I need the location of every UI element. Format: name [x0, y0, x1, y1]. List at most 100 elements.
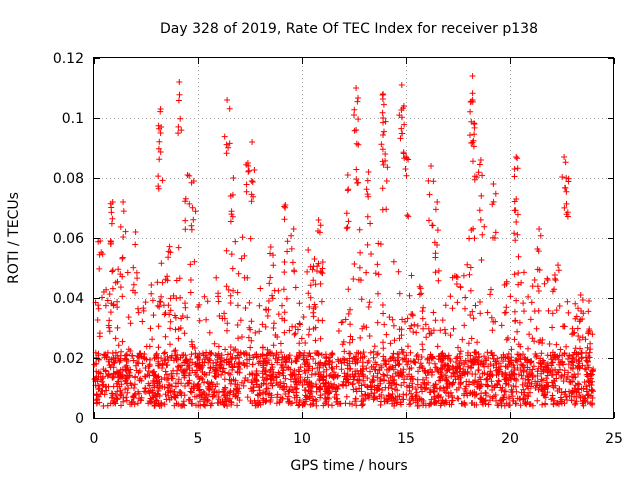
data-point [137, 350, 144, 357]
data-point [281, 203, 288, 210]
data-point [289, 323, 296, 330]
data-point [484, 349, 491, 356]
data-point [172, 314, 179, 321]
data-point [264, 313, 271, 319]
data-point [284, 248, 291, 255]
data-point [255, 392, 262, 399]
data-point [485, 401, 492, 408]
data-point [164, 385, 171, 391]
data-point [114, 378, 121, 385]
data-point [173, 356, 180, 363]
data-point [426, 191, 433, 198]
data-point [194, 383, 201, 390]
data-point [463, 383, 470, 390]
data-point [196, 386, 203, 393]
data-point [320, 380, 327, 387]
data-point [456, 362, 463, 369]
data-point [467, 264, 474, 271]
data-point [295, 326, 301, 333]
data-point [347, 306, 353, 313]
data-point [559, 359, 566, 366]
data-point [291, 268, 298, 275]
data-point [99, 294, 105, 301]
data-point [279, 302, 285, 309]
data-point [511, 375, 518, 382]
data-point [274, 391, 281, 398]
data-point [345, 218, 352, 225]
data-point [292, 330, 299, 337]
data-point [524, 364, 531, 371]
data-point [394, 351, 401, 358]
data-point [175, 335, 182, 342]
data-point [513, 154, 520, 160]
data-point [489, 372, 496, 379]
data-point [517, 402, 524, 409]
data-point [431, 384, 438, 391]
data-point [158, 124, 165, 130]
data-point [539, 336, 546, 343]
data-point [157, 149, 164, 155]
data-point [261, 368, 268, 375]
data-point [466, 235, 473, 242]
data-point [574, 386, 581, 393]
data-point [570, 330, 577, 337]
data-point [229, 363, 236, 370]
data-point [479, 370, 486, 377]
data-point [353, 349, 360, 356]
data-point [93, 360, 100, 367]
x-axis-ticks: 0 5 10 15 20 25 [90, 58, 623, 447]
data-point [269, 295, 276, 302]
data-point [453, 281, 460, 287]
data-point [143, 343, 150, 350]
data-point [488, 286, 494, 293]
data-point [149, 394, 156, 401]
data-point [294, 381, 300, 388]
data-point [374, 374, 381, 381]
data-point [203, 349, 210, 356]
data-point [334, 401, 341, 408]
data-point [187, 388, 194, 395]
data-point [304, 393, 310, 400]
data-point [410, 329, 417, 335]
data-point [511, 166, 518, 172]
data-point [93, 368, 100, 375]
data-point [572, 374, 579, 381]
data-point [95, 238, 102, 245]
data-point [383, 361, 390, 368]
data-point [103, 387, 110, 394]
data-point [353, 127, 360, 133]
data-point [418, 354, 425, 360]
data-point [166, 243, 173, 250]
data-point [267, 274, 274, 281]
data-point [296, 300, 303, 307]
data-point [248, 191, 255, 198]
data-point [312, 324, 319, 331]
data-point [182, 383, 188, 389]
data-point [525, 385, 532, 392]
data-point [528, 358, 535, 365]
data-point [534, 246, 541, 252]
data-point [448, 401, 455, 408]
data-point [292, 284, 299, 291]
data-point [350, 276, 357, 282]
data-point [365, 304, 372, 310]
data-point [168, 383, 175, 390]
data-point [234, 381, 241, 388]
data-point [229, 265, 236, 272]
data-point [583, 388, 590, 395]
data-point [408, 311, 415, 318]
data-point [238, 351, 244, 358]
data-point [579, 400, 586, 407]
data-point [514, 211, 521, 218]
data-point [434, 343, 441, 350]
data-point [382, 118, 389, 125]
data-point [248, 318, 255, 325]
data-point [265, 306, 272, 313]
data-point [139, 360, 146, 367]
data-point [291, 331, 298, 338]
data-point [398, 125, 405, 132]
data-point [265, 298, 272, 304]
data-point [406, 292, 413, 299]
data-point [495, 377, 502, 384]
